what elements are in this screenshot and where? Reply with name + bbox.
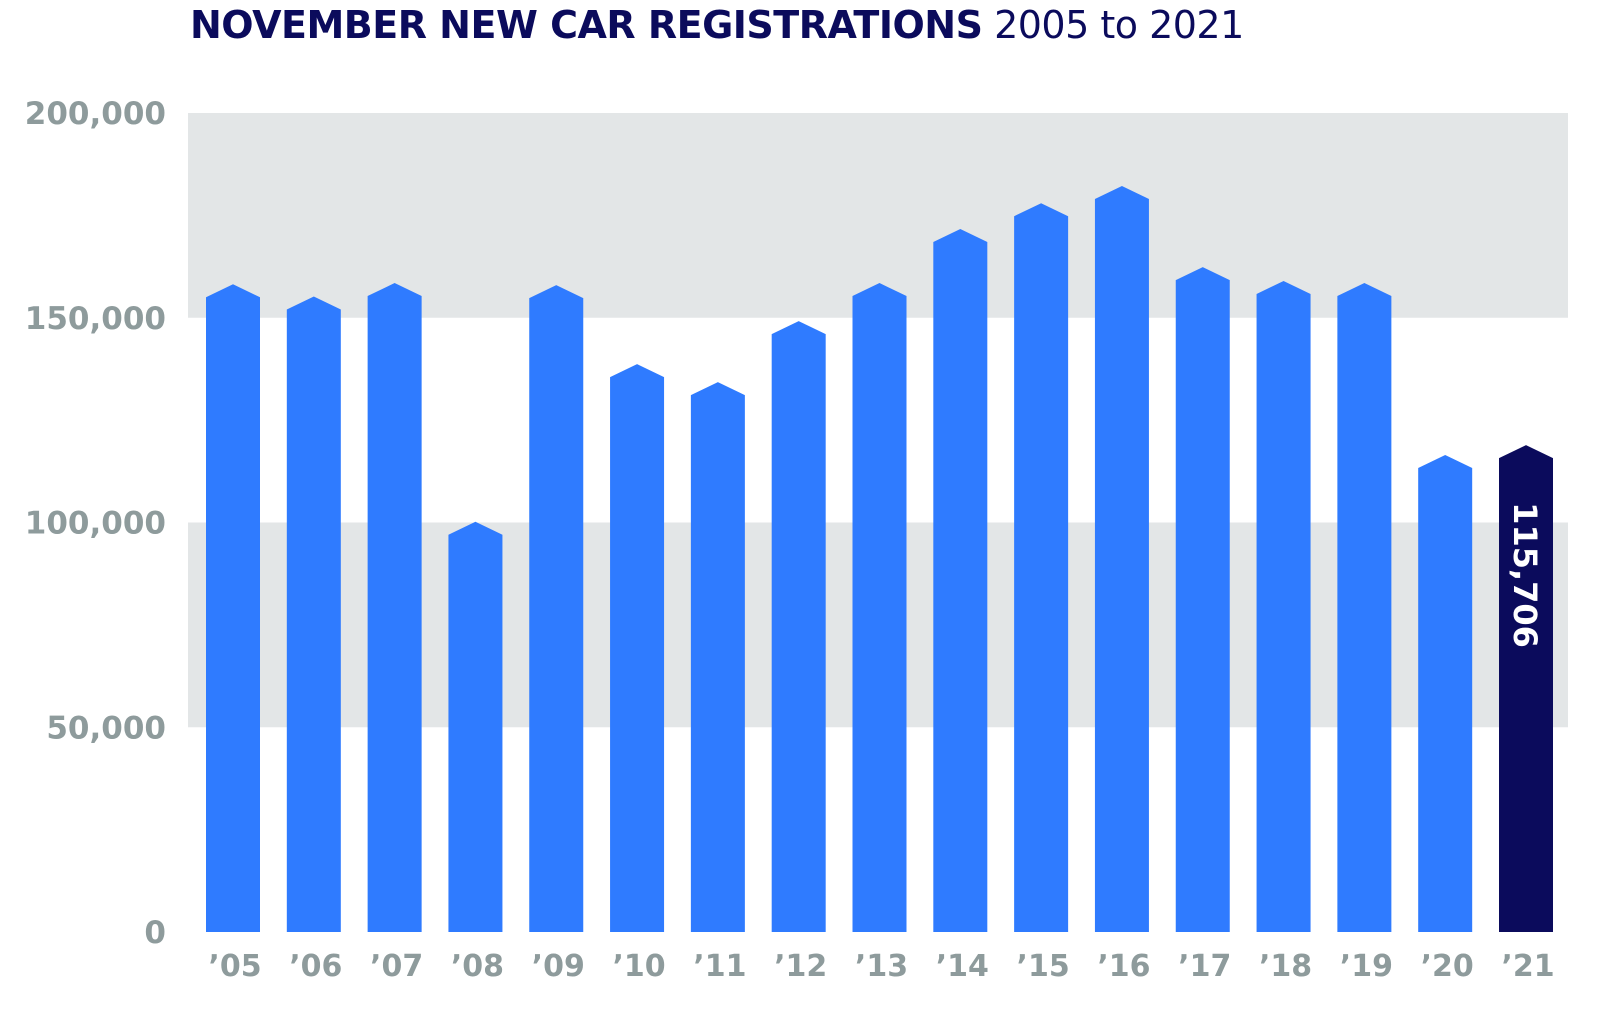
bar-2012: [771, 321, 826, 932]
bar-2016: [1094, 185, 1149, 932]
y-tick-label: 0: [144, 915, 166, 951]
bar-2010: [610, 364, 665, 932]
x-tick-label: ’10: [612, 949, 665, 984]
bar-2014: [933, 228, 988, 932]
x-tick-label: ’07: [370, 949, 423, 984]
x-tick-label: ’13: [855, 949, 908, 984]
x-tick-label: ’14: [936, 949, 989, 984]
bar-2017: [1175, 267, 1230, 932]
chart-title-range: 2005 to 2021: [994, 3, 1244, 47]
x-axis: ’05 ’06 ’07 ’08 ’09 ’10 ’11 ’12 ’13 ’14 ’15 ’16 ’17 ’…: [208, 949, 1554, 984]
x-tick-label: ’12: [774, 949, 827, 984]
y-tick-label: 100,000: [25, 506, 166, 542]
x-tick-label: ’17: [1178, 949, 1231, 984]
bar-2013: [852, 283, 907, 932]
x-tick-label: ’21: [1501, 949, 1554, 984]
x-tick-label: ’11: [693, 949, 746, 984]
x-tick-label: ’19: [1340, 949, 1393, 984]
y-tick-label: 50,000: [46, 710, 166, 746]
grid-band: [188, 113, 1568, 318]
x-tick-label: ’06: [289, 949, 342, 984]
chart-title: NOVEMBER NEW CAR REGISTRATIONS 2005 to 2…: [190, 2, 1244, 48]
bars: [206, 185, 1553, 933]
x-tick-label: ’20: [1421, 949, 1474, 984]
x-tick-label: ’16: [1097, 949, 1150, 984]
y-tick-label: 200,000: [25, 96, 166, 132]
x-tick-label: ’09: [532, 949, 585, 984]
bar-2020: [1418, 455, 1473, 932]
x-tick-label: ’18: [1259, 949, 1312, 984]
bar-2018: [1256, 280, 1311, 932]
bar-2011: [690, 382, 745, 932]
bar-2019: [1337, 283, 1392, 932]
data-labels: 115,706: [1506, 502, 1544, 648]
chart-title-main: NOVEMBER NEW CAR REGISTRATIONS: [190, 3, 983, 47]
bar-2021: [1499, 445, 1553, 932]
x-tick-label: ’15: [1017, 949, 1070, 984]
bar-2009: [529, 285, 584, 932]
bar-2008: [448, 521, 503, 932]
x-tick-label: ’08: [451, 949, 504, 984]
bar-2006: [286, 296, 341, 932]
y-tick-label: 150,000: [25, 301, 166, 337]
bar-2007: [367, 283, 422, 932]
y-axis: 0 50,000 100,000 150,000 200,000: [25, 96, 166, 951]
bar-value-label: 115,706: [1506, 502, 1544, 648]
bar-2015: [1014, 203, 1069, 933]
x-tick-label: ’05: [208, 949, 261, 984]
bar-2005: [206, 284, 260, 932]
